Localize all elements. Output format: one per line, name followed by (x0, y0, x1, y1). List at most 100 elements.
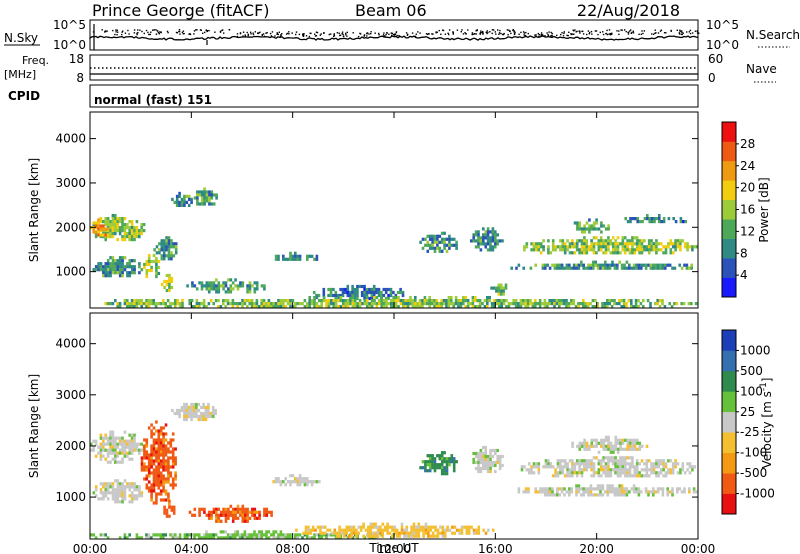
echo-cell (612, 447, 615, 451)
echo-cell (595, 471, 598, 475)
echo-cell (175, 203, 179, 207)
echo-cell (334, 290, 338, 295)
nsearch-point (414, 35, 417, 38)
echo-cell (573, 251, 577, 255)
echo-cell (162, 299, 165, 303)
echo-cell (347, 528, 351, 532)
freq-tick-top: 18 (69, 52, 84, 66)
echo-cell (155, 456, 158, 460)
echo-cell (490, 302, 494, 306)
echo-cell (111, 232, 115, 236)
echo-cell (145, 262, 149, 267)
echo-cell (190, 414, 193, 419)
echo-cell (332, 302, 335, 306)
echo-cell (590, 242, 593, 246)
nsearch-point (246, 31, 248, 34)
echo-cell (410, 525, 413, 529)
echo-cell (682, 302, 686, 306)
echo-cell (549, 465, 553, 469)
echo-cell (638, 441, 642, 445)
echo-cell (600, 444, 603, 448)
echo-cell (205, 190, 209, 194)
echo-cell (628, 248, 632, 252)
echo-cell (655, 242, 658, 246)
echo-cell (205, 530, 208, 534)
echo-cell (175, 194, 179, 198)
echo-cell (482, 239, 485, 243)
echo-cell (140, 459, 144, 463)
echo-cell (202, 533, 206, 537)
echo-cell (628, 471, 632, 475)
echo-cell (595, 251, 598, 255)
echo-cell (620, 266, 624, 270)
echo-cell (111, 220, 115, 224)
echo-cell (116, 488, 120, 492)
echo-cell (445, 457, 449, 461)
echo-cell (140, 229, 143, 233)
echo-cell (623, 490, 626, 494)
echo-cell (371, 534, 375, 538)
echo-cell (692, 490, 696, 494)
nsearch-point (152, 29, 154, 31)
echo-cell (577, 484, 581, 488)
colorbar-band (722, 141, 736, 162)
echo-cell (578, 459, 581, 463)
echo-cell (130, 439, 134, 443)
echo-cell (126, 454, 129, 458)
echo-cell (253, 507, 257, 511)
echo-cell (502, 286, 505, 290)
echo-cell (606, 266, 609, 270)
echo-cell (155, 438, 158, 442)
echo-cell (405, 534, 409, 538)
echo-cell (479, 242, 483, 246)
echo-cell (198, 281, 201, 285)
echo-cell (90, 448, 93, 452)
echo-cell (168, 279, 171, 284)
echo-cell (524, 490, 528, 494)
echo-cell (106, 439, 110, 443)
nsearch-point (295, 31, 298, 33)
echo-cell (566, 245, 569, 249)
echo-cell (212, 202, 216, 206)
echo-cell (135, 232, 139, 236)
echo-cell (452, 305, 455, 309)
echo-cell (389, 293, 393, 298)
echo-cell (109, 274, 112, 278)
echo-cell (607, 435, 610, 439)
echo-cell (165, 514, 169, 518)
echo-cell (607, 224, 610, 228)
echo-cell (171, 462, 175, 466)
echo-cell (583, 468, 586, 472)
echo-cell (164, 465, 168, 469)
echo-cell (428, 296, 431, 300)
echo-cell (344, 299, 347, 303)
echo-cell (645, 465, 649, 469)
echo-cell (260, 533, 263, 537)
echo-cell (547, 239, 550, 243)
echo-cell (576, 227, 579, 231)
echo-cell (147, 259, 151, 264)
echo-cell (363, 284, 366, 289)
echo-cell (169, 465, 173, 469)
nsearch-point (599, 31, 601, 34)
echo-cell (109, 262, 112, 266)
echo-cell (479, 239, 483, 243)
echo-cell (510, 302, 513, 306)
echo-cell (477, 242, 480, 246)
echo-cell (284, 305, 287, 309)
echo-cell (130, 268, 134, 272)
nsearch-point (333, 35, 335, 38)
echo-cell (390, 299, 393, 303)
echo-cell (155, 459, 158, 463)
echo-cell (477, 528, 481, 532)
echo-cell (389, 287, 393, 292)
echo-cell (626, 444, 630, 448)
echo-cell (246, 519, 249, 523)
echo-cell (353, 287, 357, 292)
echo-cell (664, 245, 668, 249)
nsearch-point (280, 34, 282, 36)
echo-cell (535, 245, 538, 249)
echo-cell (472, 451, 475, 456)
echo-cell (104, 265, 108, 269)
echo-cell (620, 487, 624, 491)
